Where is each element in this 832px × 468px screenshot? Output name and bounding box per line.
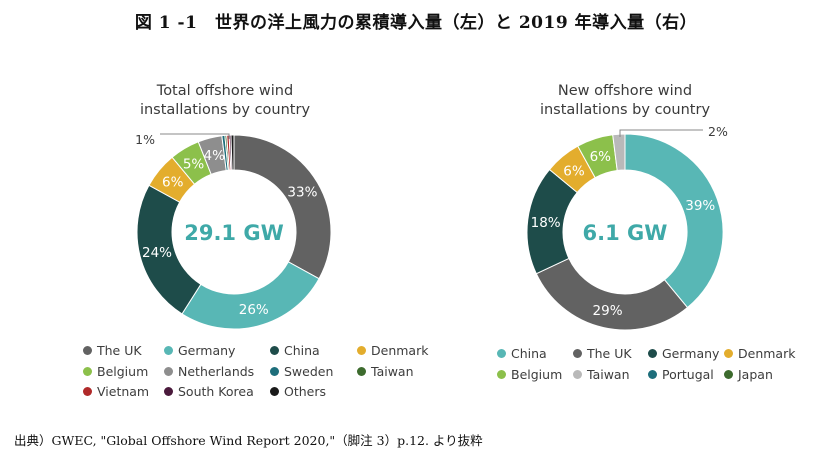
right-legend-label-germany: Germany — [662, 346, 720, 361]
left-legend-label-denmark: Denmark — [371, 343, 429, 358]
right-slice-label-the-uk: 29% — [593, 303, 623, 319]
right-slice-label-denmark: 6% — [563, 163, 585, 179]
figure-title: 図 1 -1 世界の洋上風力の累積導入量（左）と 2019 年導入量（右） — [134, 13, 698, 33]
left-legend-swatch-china — [270, 346, 279, 355]
left-legend-item-belgium: Belgium — [83, 364, 148, 379]
right-chart-title-line-2: installations by country — [539, 102, 711, 118]
left-center-total: 29.1 GW — [184, 221, 284, 245]
right-legend-label-china: China — [511, 346, 547, 361]
left-legend-label-sweden: Sweden — [284, 364, 334, 379]
left-legend-swatch-south-korea — [164, 387, 173, 396]
left-legend-swatch-others — [270, 387, 279, 396]
left-slice-label-denmark: 6% — [162, 174, 184, 190]
left-legend-swatch-denmark — [357, 346, 366, 355]
left-slice-label-china: 24% — [142, 245, 172, 261]
right-slice-label-china: 39% — [685, 198, 715, 214]
right-chart-title-line-1: New offshore wind — [557, 83, 693, 99]
right-slice-the-uk — [535, 257, 689, 331]
left-legend-label-others: Others — [284, 384, 327, 399]
left-slice-label-the-uk: 33% — [287, 185, 317, 201]
left-legend-item-vietnam: Vietnam — [83, 384, 149, 399]
left-legend-swatch-sweden — [270, 367, 279, 376]
source-note: 出典）GWEC, "Global Offshore Wind Report 20… — [14, 433, 483, 448]
left-legend-label-the-uk: The UK — [97, 343, 142, 358]
left-legend-swatch-taiwan — [357, 367, 366, 376]
right-legend-item-china: China — [497, 346, 547, 361]
right-callout-line — [619, 129, 703, 137]
right-legend-item-taiwan: Taiwan — [573, 367, 630, 382]
right-legend-label-denmark: Denmark — [738, 346, 796, 361]
left-legend-label-germany: Germany — [178, 343, 236, 358]
left-legend-swatch-belgium — [83, 367, 92, 376]
left-legend-item-taiwan: Taiwan — [357, 364, 414, 379]
right-legend-swatch-denmark — [724, 349, 733, 358]
right-chart-title: New offshore wind installations by count… — [520, 82, 730, 120]
left-legend-item-germany: Germany — [164, 343, 235, 358]
right-slice-china — [624, 133, 724, 309]
left-legend-item-south-korea: South Korea — [164, 384, 254, 399]
left-chart-title: Total offshore wind installations by cou… — [120, 82, 330, 120]
left-slice-the-uk — [233, 134, 332, 280]
right-slice-label-germany: 18% — [531, 215, 561, 231]
left-legend-swatch-the-uk — [83, 346, 92, 355]
left-slice-label-germany: 26% — [239, 302, 269, 318]
left-callout-label: 1% — [135, 132, 155, 147]
left-legend-item-the-uk: The UK — [83, 343, 142, 358]
left-legend-swatch-germany — [164, 346, 173, 355]
right-legend-label-japan: Japan — [738, 367, 773, 382]
right-legend-label-the-uk: The UK — [587, 346, 632, 361]
right-legend-label-taiwan: Taiwan — [587, 367, 630, 382]
left-legend-item-netherlands: Netherlands — [164, 364, 254, 379]
left-chart-title-line-1: Total offshore wind — [156, 83, 294, 99]
right-center-total: 6.1 GW — [583, 221, 668, 245]
right-legend-item-portugal: Portugal — [648, 367, 714, 382]
left-legend-label-belgium: Belgium — [97, 364, 149, 379]
right-legend-item-germany: Germany — [648, 346, 719, 361]
right-callout-label: 2% — [708, 124, 728, 139]
left-legend-label-vietnam: Vietnam — [97, 384, 150, 399]
left-slice-label-belgium: 5% — [183, 157, 205, 173]
right-slice-taiwan — [612, 133, 626, 172]
left-legend-item-china: China — [270, 343, 320, 358]
right-legend-swatch-belgium — [497, 370, 506, 379]
left-legend-item-others: Others — [270, 384, 326, 399]
right-legend-swatch-the-uk — [573, 349, 582, 358]
left-legend-label-taiwan: Taiwan — [371, 364, 414, 379]
right-legend-item-belgium: Belgium — [497, 367, 562, 382]
left-legend-item-denmark: Denmark — [357, 343, 428, 358]
right-legend-label-portugal: Portugal — [662, 367, 714, 382]
left-slice-label-netherlands: 4% — [204, 148, 226, 164]
left-slice-others — [230, 134, 235, 171]
left-legend-label-china: China — [284, 343, 320, 358]
right-legend-item-japan: Japan — [724, 367, 773, 382]
left-legend-item-sweden: Sweden — [270, 364, 333, 379]
right-legend-item-denmark: Denmark — [724, 346, 795, 361]
right-legend-swatch-germany — [648, 349, 657, 358]
left-legend-swatch-vietnam — [83, 387, 92, 396]
left-legend-label-netherlands: Netherlands — [178, 364, 255, 379]
right-legend-item-the-uk: The UK — [573, 346, 632, 361]
right-legend-swatch-portugal — [648, 370, 657, 379]
right-legend-label-belgium: Belgium — [511, 367, 563, 382]
left-chart-title-line-2: installations by country — [139, 102, 311, 118]
right-legend-swatch-japan — [724, 370, 733, 379]
left-callout-line — [160, 133, 230, 139]
right-legend-swatch-china — [497, 349, 506, 358]
right-legend-swatch-taiwan — [573, 370, 582, 379]
left-legend-swatch-netherlands — [164, 367, 173, 376]
right-slice-label-belgium: 6% — [590, 149, 612, 165]
left-legend-label-south-korea: South Korea — [178, 384, 254, 399]
